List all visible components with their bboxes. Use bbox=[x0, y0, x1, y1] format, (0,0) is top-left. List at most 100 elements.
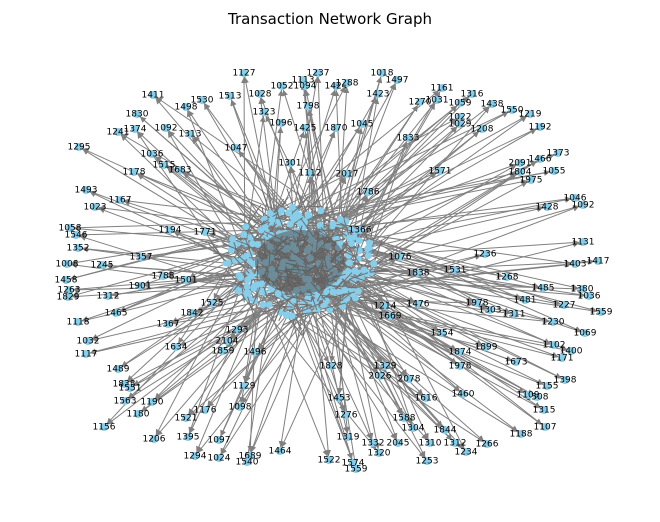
node-label: 1978 bbox=[466, 299, 489, 309]
node bbox=[375, 449, 383, 457]
node-label: 1521 bbox=[175, 414, 198, 424]
core-node bbox=[316, 221, 324, 229]
node bbox=[409, 424, 417, 432]
node bbox=[536, 123, 544, 131]
node-label: 1398 bbox=[554, 376, 577, 386]
core-edge bbox=[270, 210, 279, 236]
node bbox=[133, 110, 141, 118]
node bbox=[82, 186, 90, 194]
node-label: 1313 bbox=[179, 130, 202, 140]
core-edge bbox=[303, 226, 334, 232]
node-label: 1771 bbox=[194, 228, 217, 238]
node-label: 2026 bbox=[369, 372, 392, 382]
core-node bbox=[254, 240, 262, 248]
core-node bbox=[345, 251, 353, 259]
node-label: 1493 bbox=[75, 186, 98, 196]
node-label: 1489 bbox=[107, 365, 130, 375]
node-label: 1411 bbox=[142, 91, 165, 101]
core-edge bbox=[351, 220, 380, 230]
edge bbox=[314, 115, 527, 234]
node-label: 1838 bbox=[407, 269, 430, 279]
node-label: 1874 bbox=[449, 348, 472, 358]
node bbox=[378, 69, 386, 77]
node-label: 1901 bbox=[129, 282, 152, 292]
node bbox=[182, 414, 190, 422]
core-edge bbox=[261, 189, 271, 214]
core-edge bbox=[345, 208, 373, 223]
node bbox=[560, 301, 568, 309]
node bbox=[114, 128, 122, 136]
node bbox=[65, 286, 73, 294]
node-label: 1155 bbox=[536, 382, 559, 392]
node-label: 1395 bbox=[177, 433, 200, 443]
node bbox=[482, 343, 490, 351]
node bbox=[91, 203, 99, 211]
node-label: 1096 bbox=[270, 119, 293, 129]
node bbox=[236, 403, 244, 411]
core-edge bbox=[274, 297, 285, 322]
core-node bbox=[242, 223, 250, 231]
core-node bbox=[345, 269, 353, 277]
node bbox=[376, 372, 384, 380]
node-label: 1458 bbox=[55, 276, 78, 286]
node-label: 1530 bbox=[191, 96, 214, 106]
node bbox=[386, 312, 394, 320]
edge bbox=[281, 301, 348, 448]
node bbox=[543, 203, 551, 211]
node-label: 1022 bbox=[449, 113, 472, 123]
edge bbox=[245, 115, 266, 242]
node bbox=[116, 196, 124, 204]
edge bbox=[350, 163, 517, 225]
node-label: 1059 bbox=[449, 99, 472, 109]
core-node bbox=[277, 207, 285, 215]
core-edge bbox=[367, 248, 397, 257]
node-label: 1176 bbox=[194, 406, 217, 416]
node bbox=[394, 439, 402, 447]
node-label: 1804 bbox=[509, 168, 532, 178]
edge bbox=[255, 288, 423, 397]
node bbox=[325, 456, 333, 464]
node-label: 1828 bbox=[320, 362, 343, 372]
node bbox=[84, 337, 92, 345]
core-node bbox=[329, 220, 337, 228]
node bbox=[441, 426, 449, 434]
node-label: 1312 bbox=[444, 439, 467, 449]
edge bbox=[344, 283, 380, 450]
node-label: 1498 bbox=[175, 103, 198, 113]
node bbox=[208, 299, 216, 307]
node bbox=[182, 103, 190, 111]
node bbox=[286, 159, 294, 167]
core-edge bbox=[328, 284, 359, 289]
node bbox=[459, 390, 467, 398]
node-label: 1214 bbox=[374, 302, 397, 312]
core-node bbox=[295, 211, 303, 219]
node bbox=[517, 430, 525, 438]
node-label: 1236 bbox=[474, 250, 497, 260]
core-node bbox=[290, 297, 298, 305]
node-label: 1058 bbox=[59, 224, 82, 234]
node-label: 1097 bbox=[208, 436, 231, 446]
core-edge bbox=[332, 272, 353, 293]
node bbox=[571, 260, 579, 268]
node-label: 1028 bbox=[249, 90, 272, 100]
edge bbox=[341, 230, 572, 266]
node-label: 1156 bbox=[93, 423, 116, 433]
node-label: 1188 bbox=[510, 430, 533, 440]
node bbox=[219, 347, 227, 355]
node bbox=[215, 436, 223, 444]
node bbox=[246, 452, 254, 460]
core-node bbox=[351, 267, 359, 275]
node-label: 1551 bbox=[119, 384, 142, 394]
node bbox=[82, 350, 90, 358]
core-node bbox=[246, 258, 254, 266]
node bbox=[438, 329, 446, 337]
node-label: 1559 bbox=[590, 308, 613, 318]
core-node bbox=[360, 266, 368, 274]
core-node bbox=[335, 288, 343, 296]
edge bbox=[341, 131, 480, 242]
node bbox=[335, 394, 343, 402]
edge bbox=[188, 251, 254, 434]
node bbox=[374, 90, 382, 98]
node bbox=[581, 329, 589, 337]
